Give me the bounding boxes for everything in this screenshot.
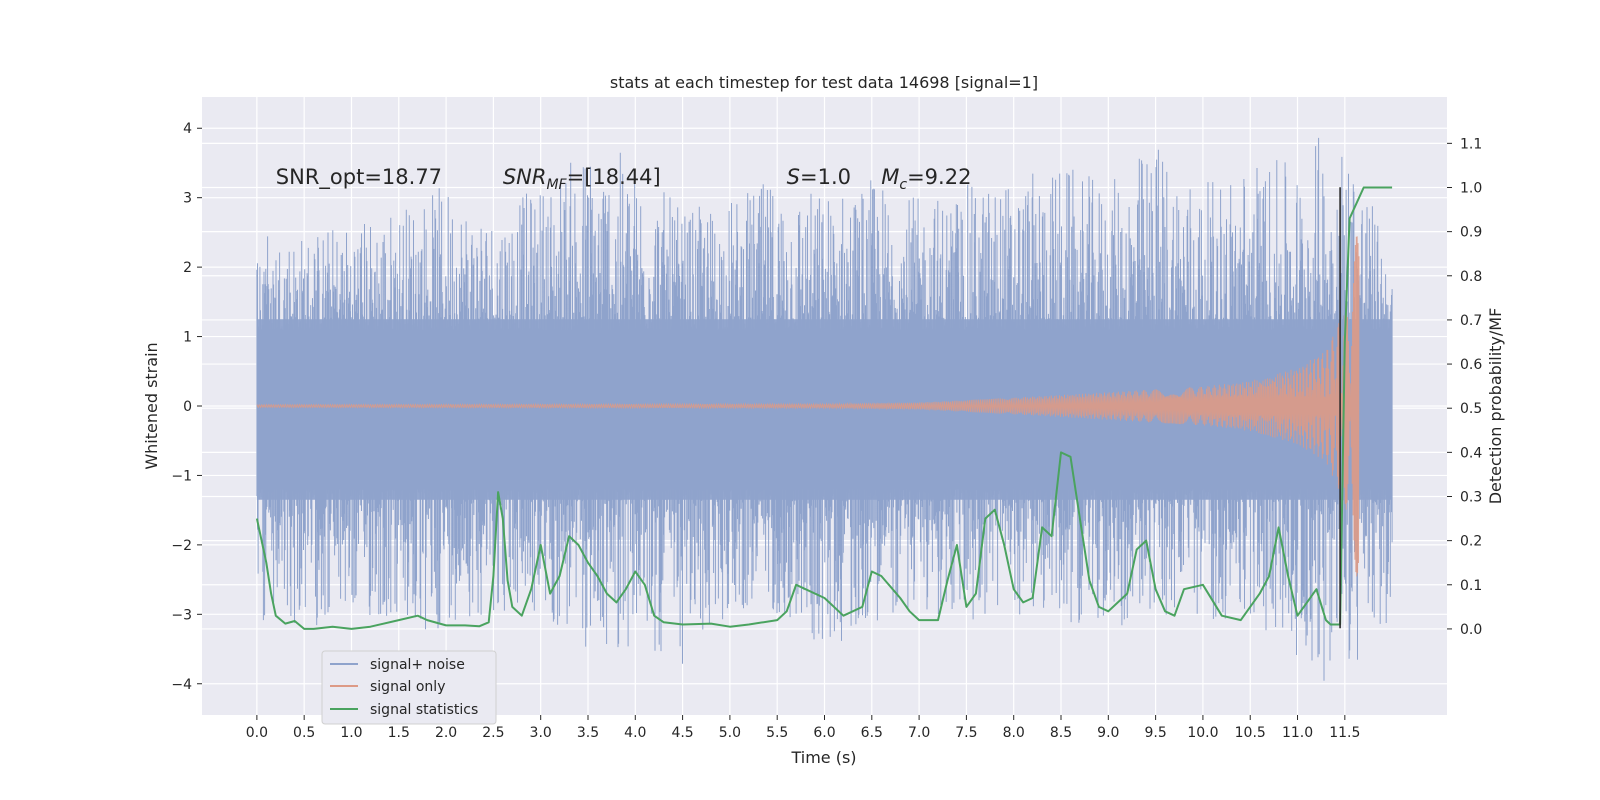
y-left-tick-label: 2 (183, 260, 192, 276)
annotation-1: SNRMF=[18.44] (503, 165, 661, 193)
annotation-3: Mc=9.22 (881, 165, 971, 193)
x-tick-label: 0.0 (246, 725, 268, 741)
x-tick-layer: 0.0 0.5 1.0 1.5 2.0 2.5 3.0 3.5 4.0 4.5 5.0 5.5 6.0 6… (246, 715, 1360, 741)
y-right-tick-label: 0.0 (1460, 622, 1482, 638)
signal-trace-layer (256, 236, 1360, 577)
y-right-tick-layer: 0.0 0.1 0.2 0.3 0.4 0.5 0.6 0.7 0.8 0.9 1.0 1.1 (1447, 136, 1482, 638)
y-right-tick-label: 1.0 (1460, 180, 1482, 196)
y-right-tick-label: 0.6 (1460, 357, 1482, 373)
annotation-2: S=1.0 (787, 165, 851, 189)
y-left-tick-label: −3 (171, 607, 192, 623)
x-tick-label: 6.5 (861, 725, 883, 741)
signal-statistics-line (255, 186, 1393, 630)
x-tick-label: 7.0 (908, 725, 930, 741)
x-tick-label: 11.5 (1329, 725, 1360, 741)
x-tick-label: 7.5 (955, 725, 977, 741)
x-axis-label: Time (s) (790, 748, 856, 767)
x-tick-label: 9.0 (1097, 725, 1119, 741)
y-right-tick-label: 0.1 (1460, 578, 1482, 594)
y-right-tick-label: 0.3 (1460, 489, 1482, 505)
y-left-tick-label: −2 (171, 538, 192, 554)
y-right-tick-label: 0.7 (1460, 313, 1482, 329)
y-left-tick-label: −1 (171, 468, 192, 484)
y-left-tick-label: 1 (183, 330, 192, 346)
y-left-tick-label: 0 (183, 399, 192, 415)
x-tick-label: 8.5 (1050, 725, 1072, 741)
x-tick-label: 6.0 (813, 725, 835, 741)
x-tick-label: 2.0 (435, 725, 457, 741)
y-left-tick-label: 3 (183, 191, 192, 207)
x-tick-label: 3.5 (577, 725, 599, 741)
x-tick-label: 4.0 (624, 725, 646, 741)
x-tick-label: 10.5 (1235, 725, 1266, 741)
statistics-line-layer (255, 186, 1393, 630)
signal-noise-trace (256, 137, 1393, 681)
y-right-tick-label: 0.9 (1460, 225, 1482, 241)
annotation-0: SNR_opt=18.77 (276, 165, 442, 190)
x-tick-label: 10.0 (1187, 725, 1218, 741)
legend-label-signal-only: signal only (370, 679, 445, 695)
legend-label-signal-statistics: signal statistics (370, 702, 478, 718)
legend-label-signal-noise: signal+ noise (370, 657, 465, 673)
y-right-axis-label: Detection probability/MF (1486, 308, 1505, 505)
y-left-axis-label: Whitened strain (142, 342, 161, 469)
x-tick-label: 9.5 (1144, 725, 1166, 741)
chart-title: stats at each timestep for test data 146… (610, 73, 1038, 92)
y-left-tick-layer: −4 −3 −2 −1 0 1 2 3 4 (171, 121, 202, 693)
x-tick-label: 0.5 (293, 725, 315, 741)
annotation-layer: SNR_opt=18.77 SNRMF=[18.44] S=1.0 Mc=9.22 (276, 165, 972, 193)
y-right-tick-label: 1.1 (1460, 136, 1482, 152)
y-left-tick-label: 4 (183, 121, 192, 137)
signal-only-trace (256, 236, 1360, 577)
x-tick-label: 5.0 (719, 725, 741, 741)
y-right-tick-label: 0.2 (1460, 534, 1482, 550)
x-tick-label: 11.0 (1282, 725, 1313, 741)
x-tick-label: 8.0 (1003, 725, 1025, 741)
x-tick-label: 5.5 (766, 725, 788, 741)
y-right-tick-label: 0.8 (1460, 269, 1482, 285)
y-right-tick-label: 0.5 (1460, 401, 1482, 417)
x-tick-label: 1.5 (388, 725, 410, 741)
x-tick-label: 1.0 (340, 725, 362, 741)
x-tick-label: 2.5 (482, 725, 504, 741)
legend-box (321, 650, 497, 725)
y-left-tick-label: −4 (171, 677, 192, 693)
legend: signal+ noise signal only signal statist… (321, 650, 497, 725)
y-right-tick-label: 0.4 (1460, 445, 1482, 461)
x-tick-label: 4.5 (671, 725, 693, 741)
x-tick-label: 3.0 (530, 725, 552, 741)
